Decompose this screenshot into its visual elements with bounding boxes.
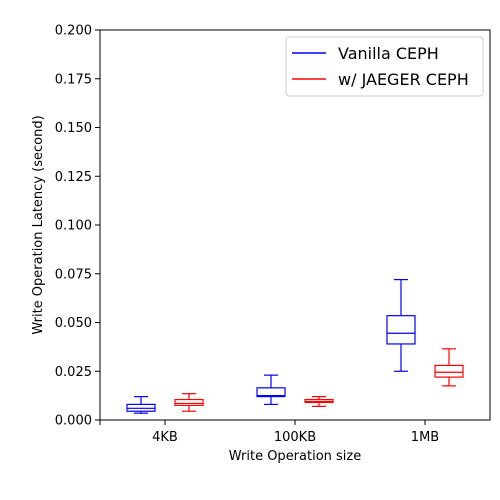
y-tick-label: 0.175 [55,72,92,87]
plot-area: 0.000 0.025 0.050 0.075 0.100 0.125 0.150 0.175… [55,24,491,445]
legend-frame [285,36,484,97]
legend-entry-vanilla-ceph: Vanilla CEPH [338,44,439,63]
y-axis-label: Write Operation Latency (second) [31,115,46,334]
y-tick-label: 0.075 [55,267,92,282]
y-tick-label: 0.000 [55,414,92,429]
legend-entry-jaeger-ceph: w/ JAEGER CEPH [338,70,469,89]
legend: Vanilla CEPH w/ JAEGER CEPH [285,36,484,97]
x-tick-label: 4KB [152,430,178,445]
x-axis-label: Write Operation size [229,449,362,464]
box-iqr [256,387,286,398]
box-iqr [386,315,416,345]
x-tick-label: 1MB [411,430,439,445]
y-tick-label: 0.050 [55,316,92,331]
x-tick-label: 100KB [274,430,316,445]
box-iqr [174,398,204,406]
y-tick-label: 0.100 [55,219,92,234]
box-iqr [434,364,464,378]
y-tick-label: 0.025 [55,365,92,380]
y-tick-label: 0.150 [55,121,92,136]
y-tick-label: 0.125 [55,170,92,185]
y-tick-label: 0.200 [55,24,92,39]
